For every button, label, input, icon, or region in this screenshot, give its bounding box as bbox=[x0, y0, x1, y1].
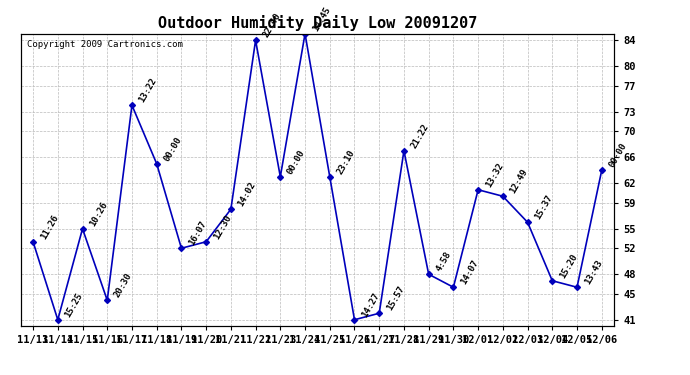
Text: 11:26: 11:26 bbox=[39, 213, 60, 241]
Text: 23:10: 23:10 bbox=[335, 148, 357, 176]
Text: 15:20: 15:20 bbox=[558, 252, 579, 280]
Text: 12:30: 12:30 bbox=[212, 213, 233, 241]
Text: 15:37: 15:37 bbox=[533, 194, 554, 222]
Text: 15:25: 15:25 bbox=[63, 291, 85, 319]
Text: 12:49: 12:49 bbox=[509, 168, 530, 195]
Text: 00:00: 00:00 bbox=[607, 142, 629, 170]
Text: 13:32: 13:32 bbox=[484, 161, 505, 189]
Text: 22:40: 22:40 bbox=[261, 12, 282, 39]
Text: 00:00: 00:00 bbox=[162, 135, 184, 163]
Text: 14:45: 14:45 bbox=[310, 5, 332, 33]
Text: 14:02: 14:02 bbox=[237, 181, 257, 209]
Text: 14:07: 14:07 bbox=[459, 259, 480, 286]
Text: Copyright 2009 Cartronics.com: Copyright 2009 Cartronics.com bbox=[27, 40, 183, 49]
Text: 15:57: 15:57 bbox=[385, 285, 406, 312]
Title: Outdoor Humidity Daily Low 20091207: Outdoor Humidity Daily Low 20091207 bbox=[158, 15, 477, 31]
Text: 21:22: 21:22 bbox=[409, 122, 431, 150]
Text: 00:00: 00:00 bbox=[286, 148, 307, 176]
Text: 13:43: 13:43 bbox=[582, 259, 604, 286]
Text: 14:27: 14:27 bbox=[360, 291, 382, 319]
Text: 4:58: 4:58 bbox=[434, 251, 453, 273]
Text: 10:26: 10:26 bbox=[88, 200, 109, 228]
Text: 16:07: 16:07 bbox=[187, 220, 208, 248]
Text: 20:30: 20:30 bbox=[112, 272, 134, 300]
Text: 13:22: 13:22 bbox=[137, 77, 159, 105]
